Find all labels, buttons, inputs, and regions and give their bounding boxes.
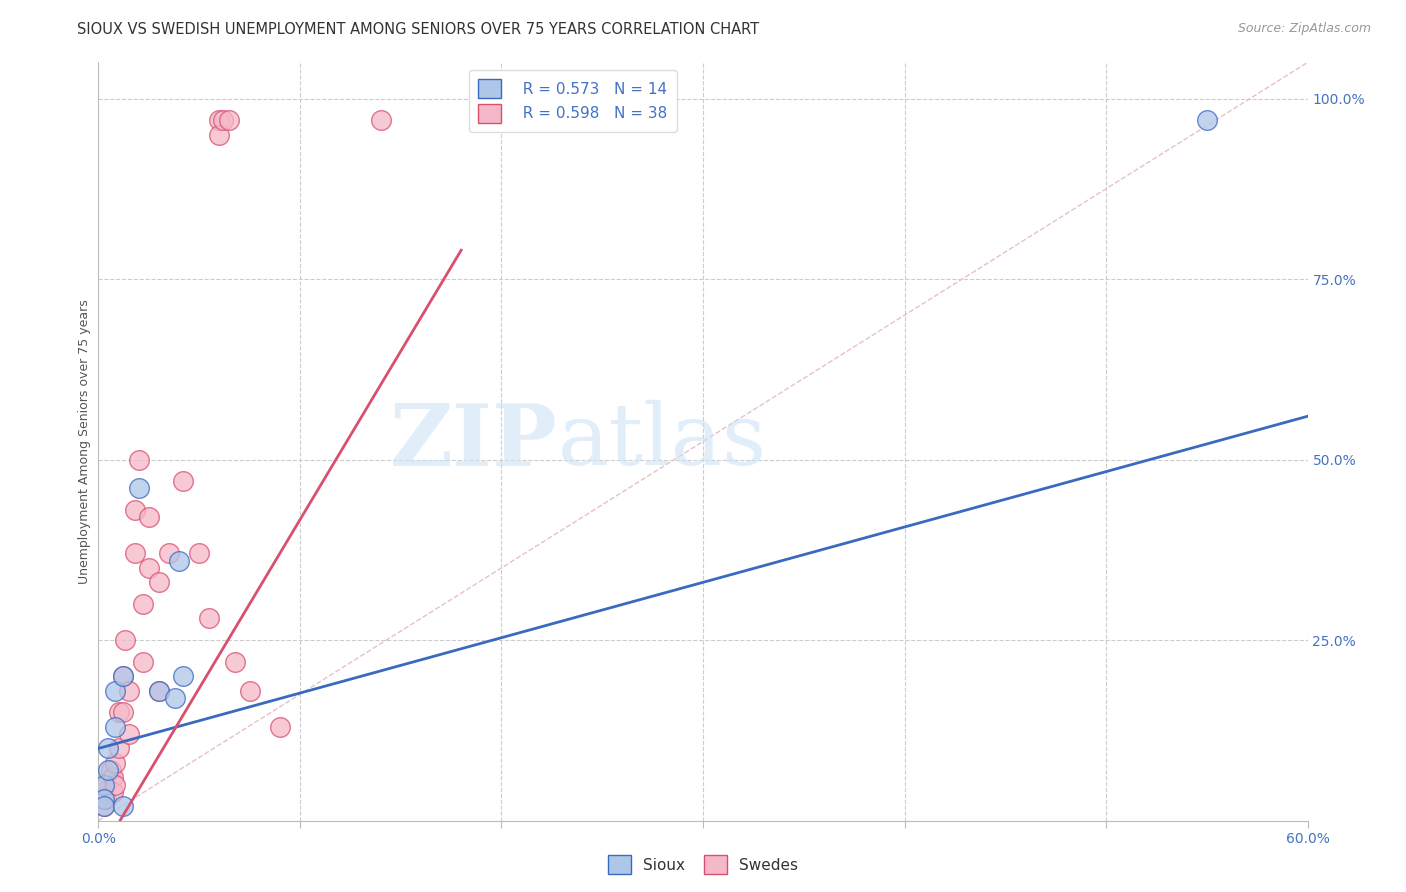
- Point: [218, 113, 240, 128]
- Point: [208, 128, 231, 142]
- Point: [103, 683, 125, 698]
- Point: [101, 785, 124, 799]
- Point: [103, 778, 125, 792]
- Point: [208, 113, 231, 128]
- Legend: Sioux, Swedes: Sioux, Swedes: [602, 849, 804, 880]
- Point: [101, 770, 124, 784]
- Point: [132, 597, 155, 611]
- Point: [103, 720, 125, 734]
- Point: [114, 633, 136, 648]
- Point: [239, 683, 262, 698]
- Point: [100, 763, 122, 777]
- Point: [111, 669, 134, 683]
- Point: [269, 720, 291, 734]
- Point: [128, 482, 150, 496]
- Text: Source: ZipAtlas.com: Source: ZipAtlas.com: [1237, 22, 1371, 36]
- Point: [96, 778, 118, 792]
- Point: [111, 799, 134, 814]
- Point: [138, 510, 160, 524]
- Point: [93, 792, 115, 806]
- Point: [172, 669, 194, 683]
- Point: [163, 690, 186, 705]
- Point: [224, 655, 246, 669]
- Point: [107, 706, 129, 720]
- Point: [111, 706, 134, 720]
- Point: [148, 683, 170, 698]
- Point: [107, 741, 129, 756]
- Point: [124, 503, 146, 517]
- Point: [118, 683, 141, 698]
- Y-axis label: Unemployment Among Seniors over 75 years: Unemployment Among Seniors over 75 years: [79, 299, 91, 584]
- Text: ZIP: ZIP: [389, 400, 558, 483]
- Point: [157, 546, 180, 560]
- Point: [93, 778, 115, 792]
- Point: [1195, 113, 1218, 128]
- Point: [212, 113, 235, 128]
- Point: [167, 554, 190, 568]
- Point: [128, 452, 150, 467]
- Point: [198, 611, 221, 625]
- Point: [118, 727, 141, 741]
- Point: [93, 799, 115, 814]
- Point: [93, 785, 115, 799]
- Point: [132, 655, 155, 669]
- Point: [138, 561, 160, 575]
- Point: [111, 669, 134, 683]
- Point: [93, 792, 115, 806]
- Point: [172, 475, 194, 489]
- Point: [148, 575, 170, 590]
- Point: [370, 113, 392, 128]
- Point: [96, 792, 118, 806]
- Point: [188, 546, 211, 560]
- Point: [148, 683, 170, 698]
- Text: SIOUX VS SWEDISH UNEMPLOYMENT AMONG SENIORS OVER 75 YEARS CORRELATION CHART: SIOUX VS SWEDISH UNEMPLOYMENT AMONG SENI…: [77, 22, 759, 37]
- Point: [97, 741, 120, 756]
- Legend:   R = 0.573   N = 14,   R = 0.598   N = 38: R = 0.573 N = 14, R = 0.598 N = 38: [468, 70, 676, 132]
- Text: atlas: atlas: [558, 400, 768, 483]
- Point: [97, 763, 120, 777]
- Point: [103, 756, 125, 770]
- Point: [93, 799, 115, 814]
- Point: [124, 546, 146, 560]
